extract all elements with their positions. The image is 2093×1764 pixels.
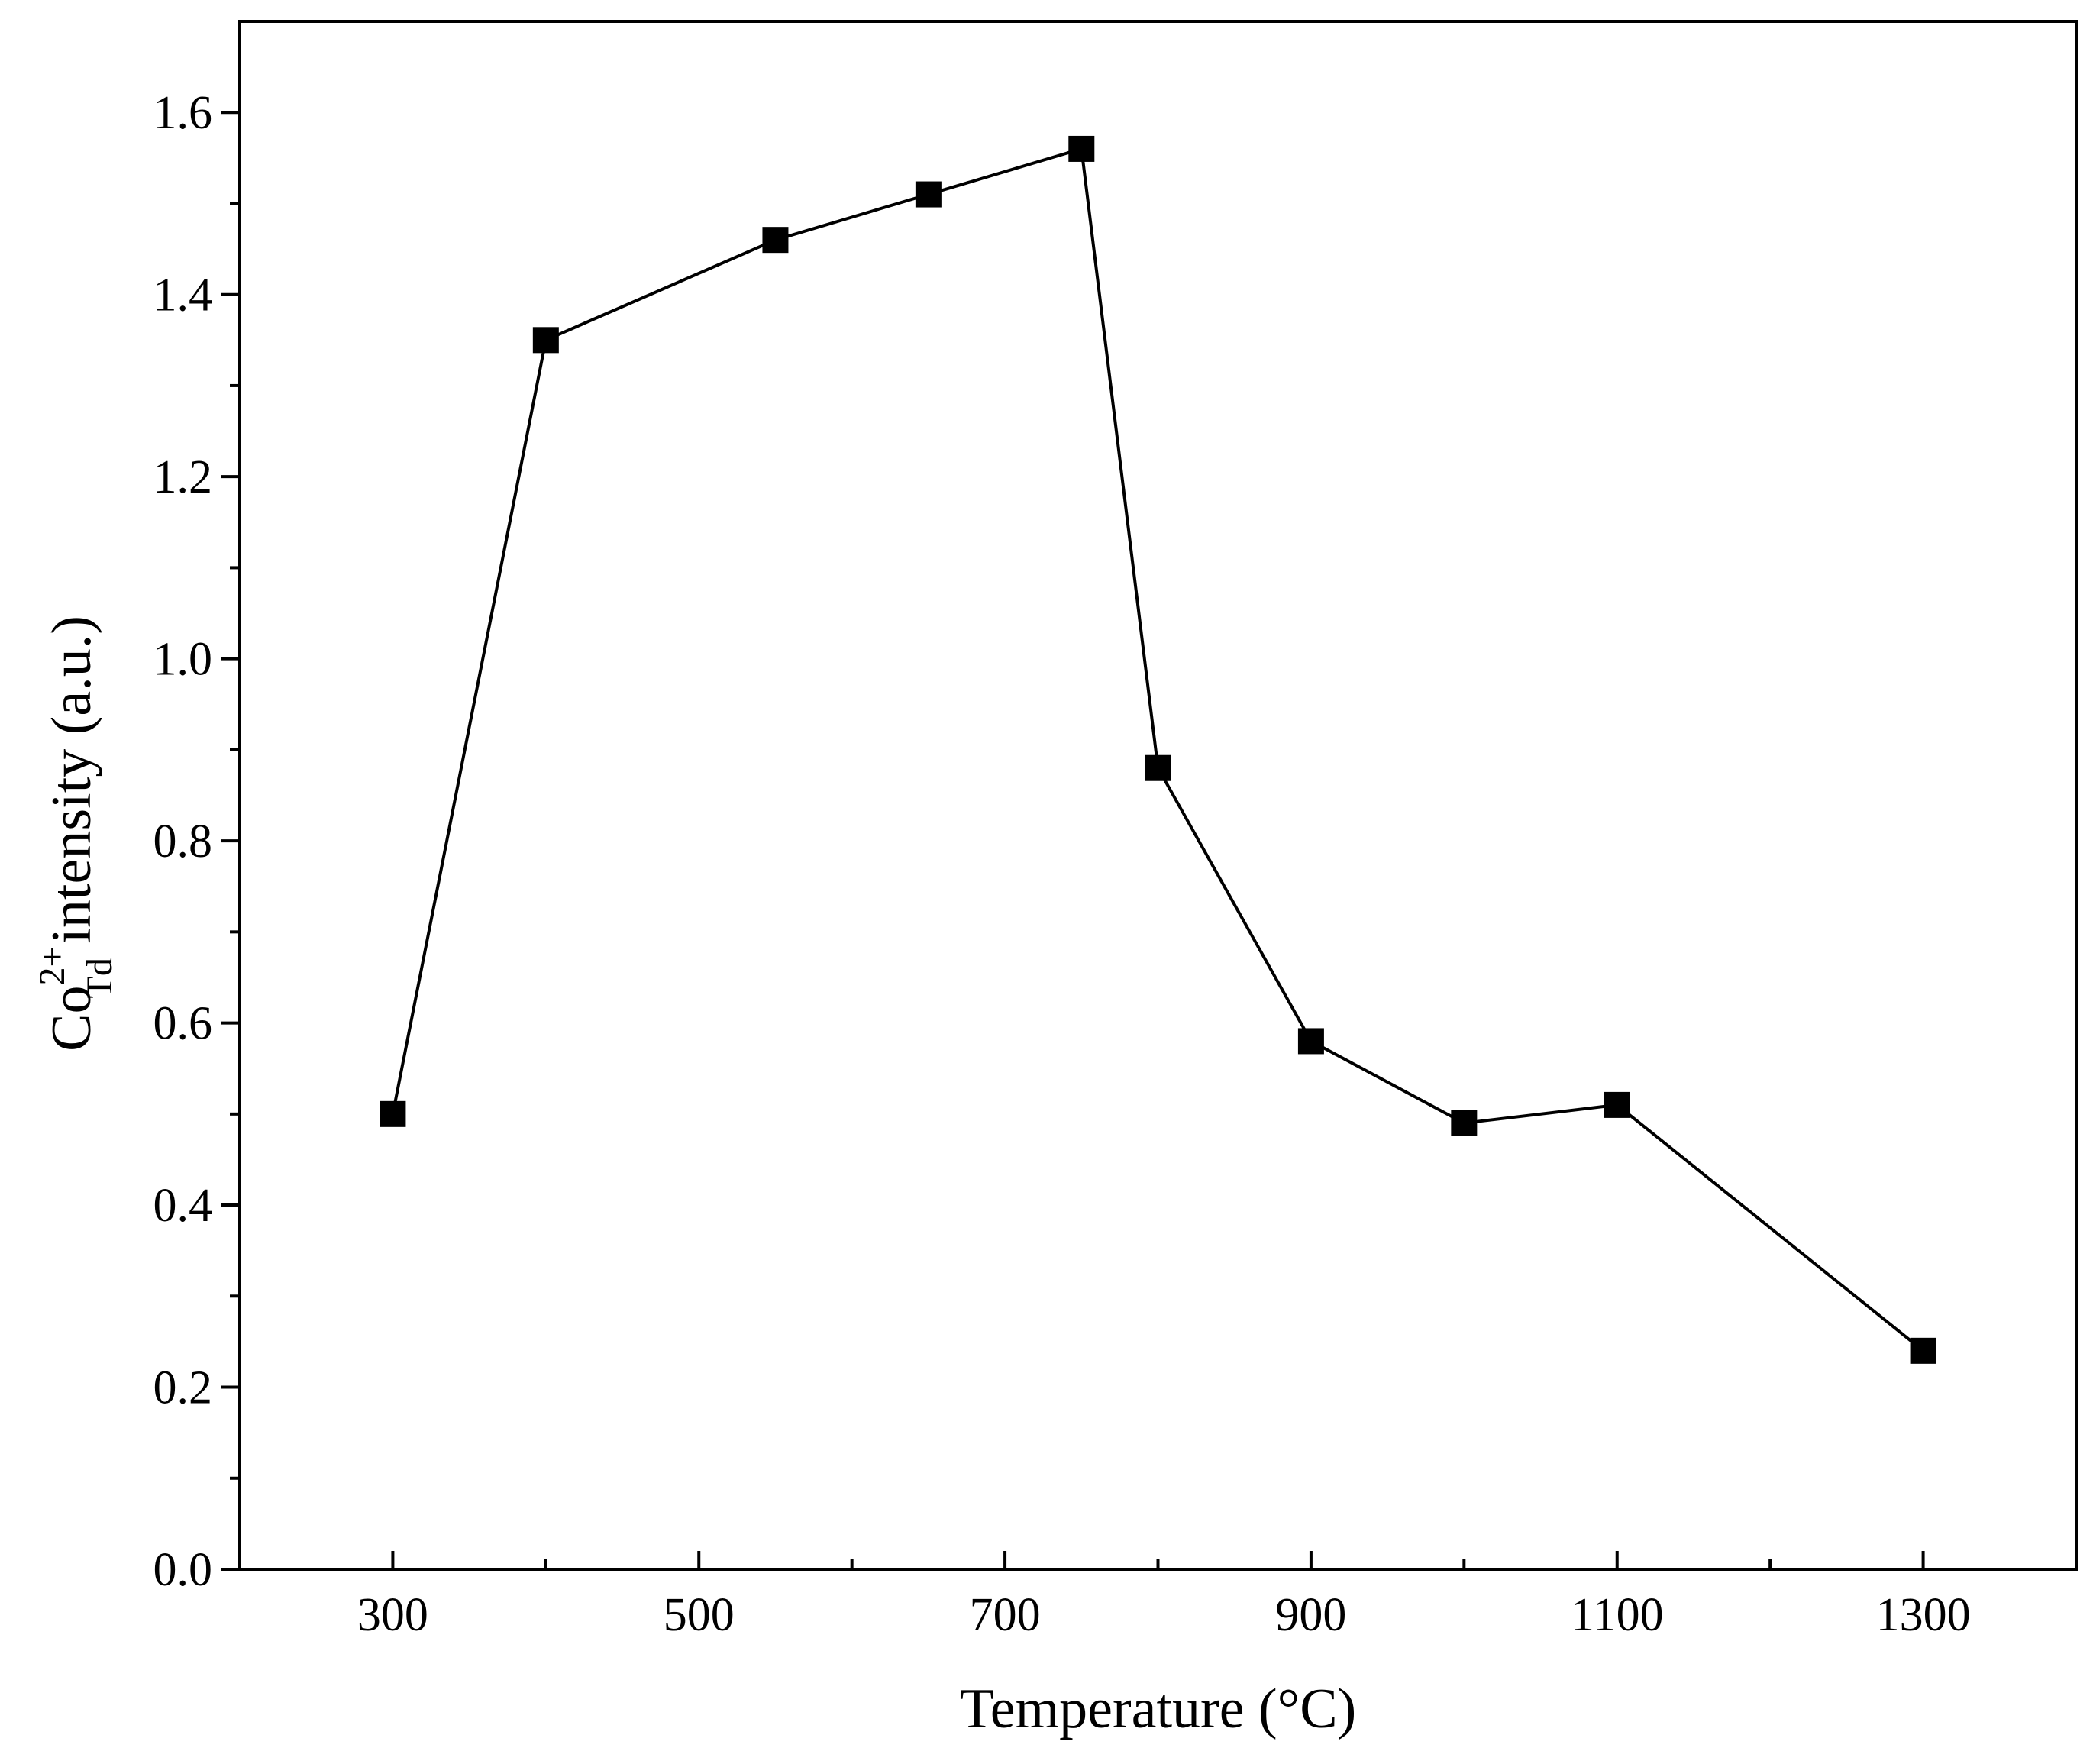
data-point <box>1451 1110 1478 1136</box>
data-point <box>1297 1028 1324 1055</box>
y-axis-title: Co2+ Td intensity (a.u.) <box>32 615 120 1052</box>
x-tick-label: 300 <box>357 1589 428 1641</box>
data-point <box>762 227 789 254</box>
plot-frame <box>238 20 2078 1571</box>
data-point <box>915 181 942 208</box>
series <box>380 135 1936 1364</box>
y-tick-label: 1.4 <box>153 270 213 321</box>
y-tick-label: 0.2 <box>153 1362 213 1414</box>
y-tick-label: 0.8 <box>153 816 213 867</box>
data-point <box>1604 1091 1630 1118</box>
y-tick-label: 0.0 <box>153 1544 213 1596</box>
x-axis-title: Temperature (°C) <box>960 1678 1357 1740</box>
data-point <box>532 327 559 354</box>
x-tick-label: 1300 <box>1876 1589 1971 1641</box>
data-point <box>1068 135 1095 162</box>
y-axis-title-superscript: 2+ <box>32 946 73 985</box>
data-point <box>1145 754 1171 781</box>
tick-labels: 300 500 700 900 1100 1300 0.0 0.2 0.4 0.6 0.8 1.0 1.… <box>153 87 1971 1641</box>
y-axis-title-base: Co <box>40 986 103 1052</box>
y-tick-label: 1.0 <box>153 634 213 686</box>
y-axis-title-rest: intensity (a.u.) <box>40 615 103 958</box>
ticks <box>221 111 1925 1571</box>
y-axis-title-subscript: Td <box>79 958 120 998</box>
x-tick-label: 900 <box>1275 1589 1346 1641</box>
x-tick-label: 500 <box>664 1589 735 1641</box>
series-line <box>391 147 1924 1352</box>
y-tick-label: 0.4 <box>153 1180 213 1232</box>
x-tick-label: 1100 <box>1571 1589 1664 1641</box>
x-tick-label: 700 <box>970 1589 1041 1641</box>
y-tick-label: 1.6 <box>153 87 213 139</box>
y-tick-label: 1.2 <box>153 451 213 503</box>
data-point <box>1910 1337 1936 1364</box>
y-tick-label: 0.6 <box>153 998 213 1050</box>
data-point <box>380 1100 406 1127</box>
